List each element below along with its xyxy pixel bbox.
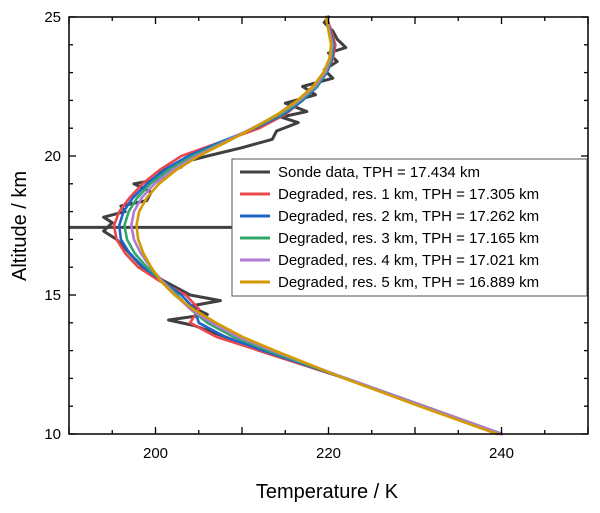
- legend-label-1: Degraded, res. 1 km, TPH = 17.305 km: [278, 186, 539, 203]
- legend-label-3: Degraded, res. 3 km, TPH = 17.165 km: [278, 230, 539, 247]
- y-tick-label: 20: [44, 148, 61, 165]
- axis-ticks: 200 220 240 10 15 20 25: [44, 9, 589, 462]
- y-axis-title: Altitude / km: [9, 171, 31, 281]
- x-tick-label: 240: [489, 445, 514, 462]
- legend: Sonde data, TPH = 17.434 km Degraded, res…: [231, 158, 588, 297]
- series-line-4: [130, 15, 503, 436]
- legend-box: [231, 158, 588, 297]
- legend-label-2: Degraded, res. 2 km, TPH = 17.262 km: [278, 208, 539, 225]
- x-tick-label: 200: [143, 445, 168, 462]
- legend-label-5: Degraded, res. 5 km, TPH = 16.889 km: [278, 274, 539, 291]
- series-layer: [69, 15, 503, 436]
- y-tick-label: 25: [44, 9, 61, 26]
- x-axis-title: Temperature / K: [256, 481, 399, 503]
- y-tick-label: 10: [44, 426, 61, 443]
- legend-label-0: Sonde data, TPH = 17.434 km: [278, 164, 480, 181]
- x-tick-label: 220: [316, 445, 341, 462]
- legend-label-4: Degraded, res. 4 km, TPH = 17.021 km: [278, 252, 539, 269]
- y-tick-label: 15: [44, 287, 61, 304]
- series-line-5: [135, 15, 499, 436]
